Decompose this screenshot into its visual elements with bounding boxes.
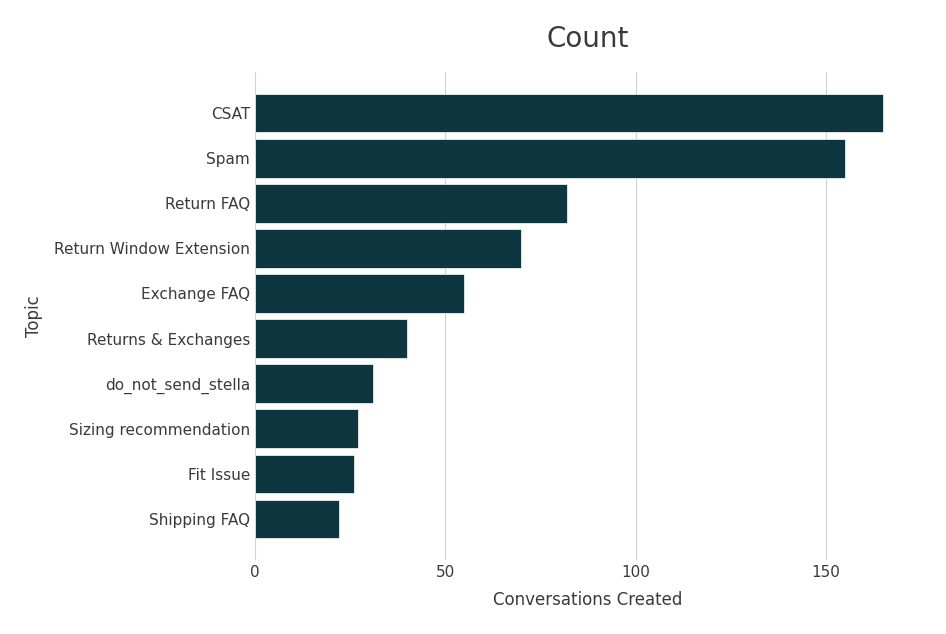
Bar	[254, 365, 373, 403]
Bar	[254, 275, 464, 313]
Title: Count: Count	[547, 25, 629, 53]
X-axis label: Conversations Created: Conversations Created	[493, 591, 683, 609]
Bar	[254, 139, 845, 178]
Bar	[254, 184, 567, 223]
Bar	[254, 320, 407, 358]
Bar	[254, 230, 521, 268]
Bar	[254, 500, 339, 538]
Bar	[254, 94, 883, 133]
Bar	[254, 410, 358, 448]
Bar	[254, 455, 354, 493]
Y-axis label: Topic: Topic	[25, 295, 43, 337]
